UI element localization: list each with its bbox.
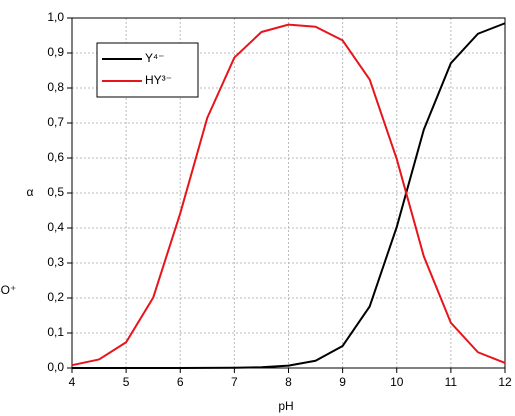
- x-tick-label: 12: [498, 375, 512, 389]
- y-tick-label: 1,0: [47, 10, 64, 24]
- y-tick-label: 0,5: [47, 185, 64, 199]
- annotation: 3O⁺: [0, 283, 16, 297]
- series-line: [72, 22, 506, 369]
- x-tick-label: 11: [445, 375, 458, 389]
- x-tick-label: 6: [177, 375, 184, 389]
- x-tick-label: 10: [390, 375, 404, 389]
- x-tick-label: 7: [231, 375, 238, 389]
- series-line: [71, 23, 506, 367]
- x-axis-label: pH: [278, 399, 293, 413]
- y-axis-label: α: [27, 185, 34, 199]
- y-tick-label: 0,9: [47, 45, 64, 59]
- y-tick-label: 0,1: [47, 325, 64, 339]
- x-tick-label: 4: [69, 375, 76, 389]
- x-tick-label: 8: [285, 375, 292, 389]
- plot-frame: [71, 17, 506, 369]
- y-tick-label: 0,2: [47, 290, 64, 304]
- legend-label: HY³⁻: [145, 73, 172, 87]
- legend-label: Y⁴⁻: [145, 51, 165, 65]
- legend-box: [96, 42, 199, 98]
- x-tick-label: 5: [123, 375, 130, 389]
- y-tick-label: 0,8: [47, 80, 64, 94]
- y-tick-label: 0,3: [47, 255, 64, 269]
- y-tick-label: 0,7: [47, 115, 64, 129]
- y-tick-label: 0,4: [47, 220, 64, 234]
- y-tick-label: 0,0: [47, 360, 64, 374]
- x-tick-label: 9: [339, 375, 346, 389]
- y-tick-label: 0,6: [47, 150, 64, 164]
